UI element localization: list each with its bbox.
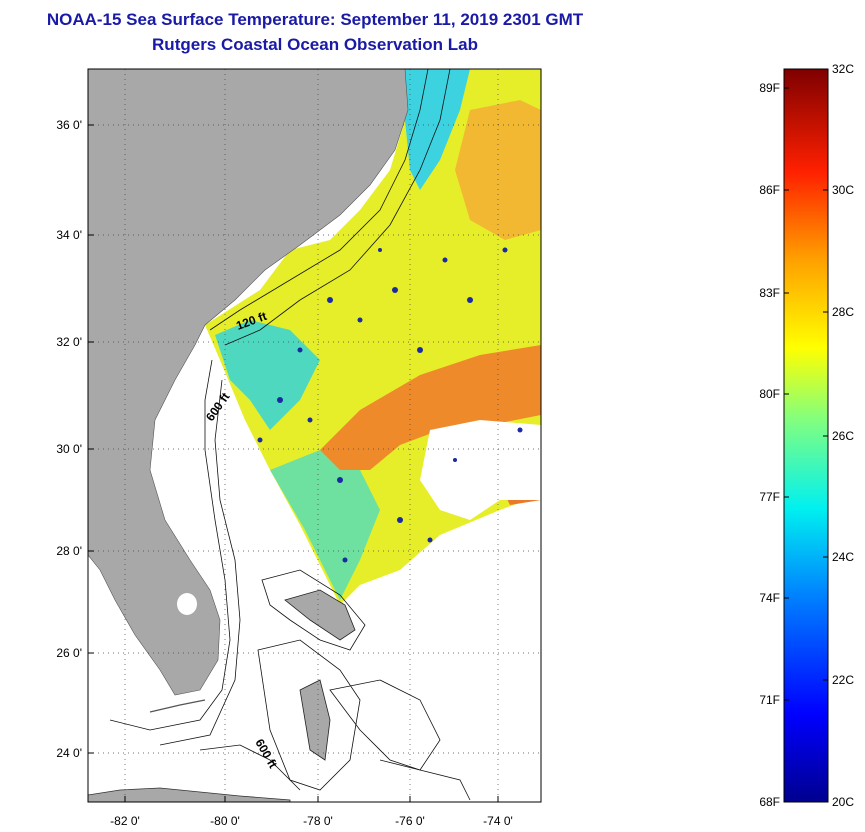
- y-tick-34: 34 0': [56, 228, 82, 242]
- cb-celsius-32: 32C: [832, 62, 854, 76]
- map-title: NOAA-15 Sea Surface Temperature: Septemb…: [46, 10, 584, 29]
- x-tick-82: -82 0': [110, 814, 140, 828]
- y-tick-30: 30 0': [56, 442, 82, 456]
- cb-fahrenheit-89: 89F: [759, 81, 780, 95]
- axis-ticks: [88, 124, 499, 802]
- plot-frame: [87, 68, 542, 803]
- cb-fahrenheit-83: 83F: [759, 286, 780, 300]
- land-cuba: [88, 787, 291, 802]
- colorbar-ticks: [784, 87, 828, 701]
- y-tick-36: 36 0': [56, 118, 82, 132]
- cb-fahrenheit-80: 80F: [759, 387, 780, 401]
- sst-warm-band: [320, 345, 541, 470]
- cb-fahrenheit-86: 86F: [759, 183, 780, 197]
- cb-celsius-22: 22C: [832, 673, 854, 687]
- cb-fahrenheit-68: 68F: [759, 795, 780, 809]
- y-tick-24: 24 0': [56, 746, 82, 760]
- colorbar: [783, 68, 829, 803]
- y-tick-32: 32 0': [56, 335, 82, 349]
- y-tick-28: 28 0': [56, 544, 82, 558]
- sst-cool-shelf: [215, 320, 320, 430]
- sst-cool-north: [405, 69, 470, 190]
- x-tick-78: -78 0': [303, 814, 333, 828]
- grid-lines: [88, 69, 541, 802]
- cb-celsius-26: 26C: [832, 429, 854, 443]
- cb-celsius-24: 24C: [832, 550, 854, 564]
- cb-fahrenheit-77: 77F: [759, 490, 780, 504]
- florida-keys: [149, 699, 206, 713]
- cloud-gap: [420, 420, 541, 520]
- sst-cool-south: [270, 450, 380, 600]
- x-tick-74: -74 0': [483, 814, 513, 828]
- cloud-flag-specks: [257, 247, 523, 563]
- y-tick-26: 26 0': [56, 646, 82, 660]
- land-bahamas: [284, 589, 356, 761]
- map-subtitle: Rutgers Coastal Ocean Observation Lab: [152, 35, 478, 54]
- cb-fahrenheit-74: 74F: [759, 591, 780, 605]
- land-southeast-us: [88, 69, 409, 696]
- cb-celsius-20: 20C: [832, 795, 854, 809]
- cb-celsius-28: 28C: [832, 305, 854, 319]
- x-tick-80: -80 0': [210, 814, 240, 828]
- x-tick-76: -76 0': [395, 814, 425, 828]
- cb-celsius-30: 30C: [832, 183, 854, 197]
- bathymetry-contours: [109, 69, 471, 801]
- lake-okeechobee: [177, 593, 197, 615]
- cb-fahrenheit-71: 71F: [759, 693, 780, 707]
